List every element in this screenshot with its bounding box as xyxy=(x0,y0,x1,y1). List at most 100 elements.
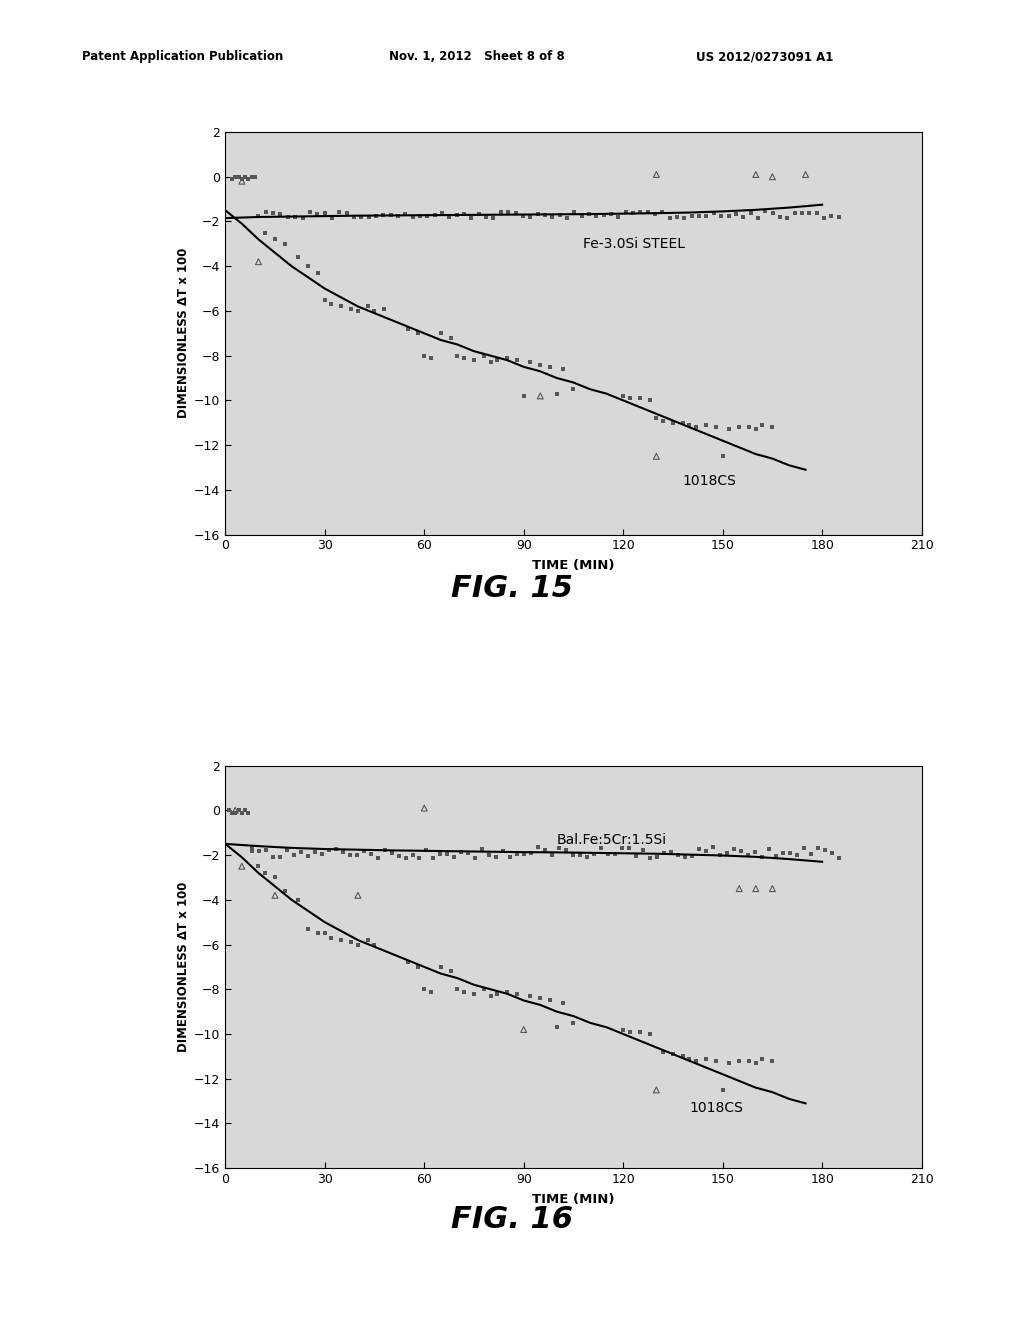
Point xyxy=(522,207,539,228)
Point xyxy=(375,205,391,226)
Point xyxy=(250,205,266,226)
Text: 1018CS: 1018CS xyxy=(683,474,736,488)
Point xyxy=(507,202,523,223)
Point xyxy=(500,201,516,222)
Point xyxy=(367,301,383,322)
Point xyxy=(654,202,671,223)
Point xyxy=(529,203,546,224)
Point xyxy=(565,845,582,866)
Point xyxy=(509,983,525,1005)
Point xyxy=(748,418,764,440)
Point xyxy=(588,206,604,227)
Point xyxy=(478,206,495,227)
Point xyxy=(731,878,748,899)
Point xyxy=(803,843,819,865)
Point xyxy=(675,1045,691,1067)
Point xyxy=(739,845,756,866)
Point xyxy=(331,201,347,222)
Point xyxy=(809,202,825,223)
Point xyxy=(293,842,309,863)
Point xyxy=(227,803,244,824)
Point xyxy=(544,207,560,228)
Point xyxy=(271,847,288,869)
Point xyxy=(676,207,692,228)
Point xyxy=(698,414,715,436)
Point xyxy=(698,206,715,227)
Point xyxy=(640,202,656,223)
Point xyxy=(794,203,810,224)
Point xyxy=(532,354,549,375)
Point xyxy=(600,843,616,865)
Point xyxy=(359,929,376,950)
Point xyxy=(276,234,293,255)
Point xyxy=(463,207,479,228)
Point xyxy=(286,845,302,866)
Point xyxy=(603,203,620,224)
Point xyxy=(648,408,665,429)
Point xyxy=(355,840,372,861)
Point xyxy=(247,166,263,187)
Point xyxy=(573,206,590,227)
Point xyxy=(316,203,333,224)
Point xyxy=(522,352,539,374)
Point xyxy=(746,842,763,863)
Point xyxy=(677,846,693,867)
Point xyxy=(720,206,736,227)
Point xyxy=(290,247,306,268)
Point xyxy=(669,206,685,227)
Point xyxy=(427,205,443,226)
Point xyxy=(581,203,597,224)
Point xyxy=(684,206,700,227)
Point xyxy=(416,978,432,999)
Point xyxy=(798,164,814,185)
Point xyxy=(434,202,451,223)
Point xyxy=(397,203,414,224)
Point xyxy=(412,206,428,227)
Point xyxy=(482,352,499,374)
Point xyxy=(442,961,459,982)
Point xyxy=(276,880,293,902)
Point xyxy=(648,1080,665,1101)
Point xyxy=(456,203,472,224)
Point xyxy=(251,841,267,862)
Point xyxy=(481,845,498,866)
Point xyxy=(341,845,357,866)
Point xyxy=(360,206,377,227)
Point xyxy=(551,205,567,226)
Point xyxy=(471,203,487,224)
Point xyxy=(343,298,359,319)
Point xyxy=(625,202,641,223)
Point xyxy=(237,800,253,821)
Point xyxy=(688,417,705,438)
Text: Fe-3.0Si STEEL: Fe-3.0Si STEEL xyxy=(584,238,685,251)
Point xyxy=(622,1022,638,1043)
Point xyxy=(728,203,744,224)
Point xyxy=(423,347,439,368)
Point xyxy=(432,956,449,977)
Point xyxy=(410,956,426,977)
Point xyxy=(641,1023,657,1044)
Point xyxy=(614,838,631,859)
Point xyxy=(377,840,393,861)
Point xyxy=(788,845,805,866)
Point xyxy=(442,327,459,348)
Point xyxy=(750,207,766,228)
Point xyxy=(642,847,658,869)
Point xyxy=(267,884,284,906)
Point xyxy=(267,867,284,888)
Point xyxy=(241,169,257,190)
Point xyxy=(754,846,770,867)
Point xyxy=(632,1022,648,1043)
Point xyxy=(555,993,571,1014)
Point xyxy=(233,169,250,190)
Point xyxy=(705,837,721,858)
Text: US 2012/0273091 A1: US 2012/0273091 A1 xyxy=(696,50,834,63)
Point xyxy=(350,884,367,906)
Point xyxy=(748,1052,764,1073)
Point xyxy=(509,350,525,371)
Point xyxy=(830,207,847,228)
Point xyxy=(476,345,493,366)
Point xyxy=(223,803,240,824)
Point xyxy=(648,164,665,185)
Point xyxy=(244,166,260,187)
